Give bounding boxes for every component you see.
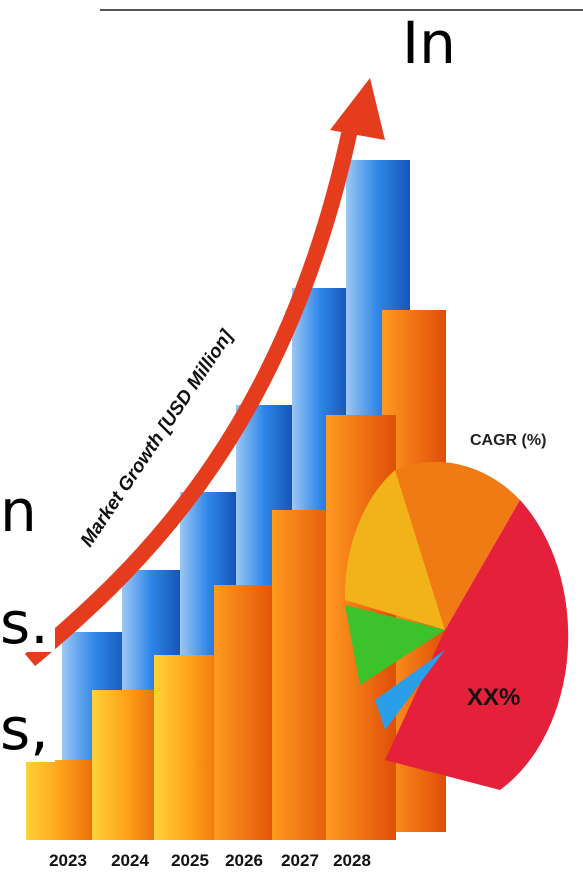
growth-arrow: [24, 118, 360, 667]
text-fragment: In: [402, 9, 456, 77]
year-label: 2026: [225, 851, 263, 870]
pie-label: XX%: [467, 684, 520, 711]
pie: [344, 461, 569, 790]
front-bars: [26, 415, 396, 840]
year-label: 2027: [281, 851, 319, 870]
year-label: 2023: [49, 851, 87, 870]
side-label: CAGR (%): [470, 432, 546, 449]
year-label: 2025: [171, 851, 209, 870]
arrow-head: [330, 78, 385, 140]
year-label: 2028: [333, 851, 371, 870]
text-fragment: s.: [0, 594, 55, 652]
year-label: 2024: [111, 851, 149, 870]
text-fragment: n: [0, 482, 43, 540]
year-labels: 2023 2024 2025 2026 2027 2028: [49, 851, 371, 870]
text-fragment: s,: [0, 700, 55, 762]
